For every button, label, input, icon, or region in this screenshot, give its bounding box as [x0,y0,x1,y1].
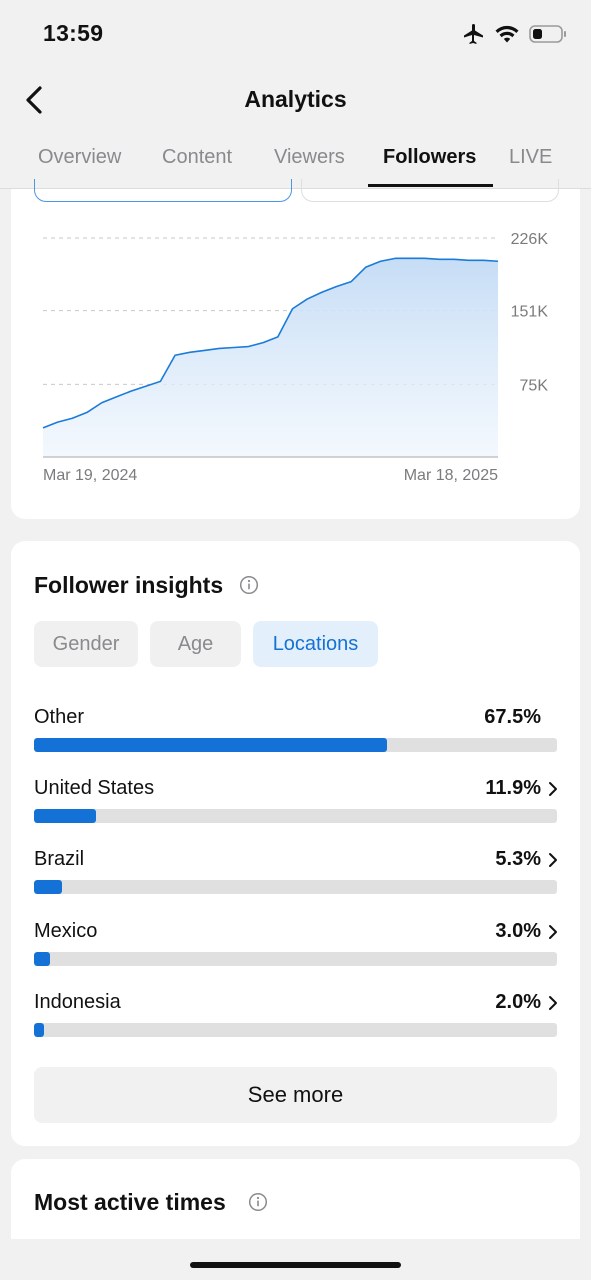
status-icons [461,22,567,46]
info-icon[interactable] [239,575,259,595]
location-name: Mexico [34,920,98,942]
filter-age[interactable]: Age [150,621,241,667]
page-title: Analytics [244,86,347,112]
location-row[interactable]: Brazil 5.3% [34,848,557,908]
location-row[interactable]: United States 11.9% [34,777,557,837]
location-name: Other [34,706,85,728]
status-bar: 13:59 [0,0,591,70]
chart-metric-button[interactable] [301,179,559,202]
filter-locations[interactable]: Locations [253,621,378,667]
header: Analytics [0,70,591,130]
location-bar-track [34,952,557,966]
location-percent: 5.3% [495,848,541,870]
back-arrow-icon[interactable] [18,82,54,118]
location-bar-fill [34,1023,45,1037]
wifi-icon [495,25,519,43]
location-name: United States [34,777,155,799]
active-tab-indicator [368,184,493,187]
y-tick-label: 226K [511,231,549,248]
battery-icon [529,25,566,43]
x-label-start: Mar 19, 2024 [43,467,137,484]
location-bar-fill [34,738,388,752]
filter-gender[interactable]: Gender [34,621,138,667]
location-bar-track [34,1023,557,1037]
tab-followers[interactable]: Followers [383,146,477,168]
chevron-right-icon[interactable] [547,923,559,941]
most-active-times-card: Most active times [11,1159,580,1239]
tab-viewers[interactable]: Viewers [274,146,345,168]
follower-insights-title: Follower insights [34,572,224,598]
location-bar-fill [34,952,50,966]
location-row[interactable]: Indonesia 2.0% [34,991,557,1051]
tab-live[interactable]: LIVE [509,146,553,168]
location-row: Other 67.5% [34,706,557,766]
follower-insights-card: Follower insights Gender Age Locations O… [11,541,580,1146]
chevron-right-icon[interactable] [547,851,559,869]
chart-area [43,258,498,457]
location-row[interactable]: Mexico 3.0% [34,920,557,980]
follower-growth-card: 226K 151K 75K Mar 19, 2024 Mar 18, 2025 [11,179,580,519]
location-name: Brazil [34,848,85,870]
airplane-icon [464,24,483,44]
location-name: Indonesia [34,991,121,1013]
most-active-times-title: Most active times [34,1189,226,1215]
chart-metric-button-selected[interactable] [34,179,292,202]
home-indicator[interactable] [190,1262,401,1268]
location-bar-fill [34,880,62,894]
chart-line [42,257,499,429]
location-bar-track [34,738,557,752]
tab-overview[interactable]: Overview [38,146,122,168]
chevron-right-icon[interactable] [547,994,559,1012]
location-percent: 2.0% [495,991,541,1013]
y-tick-label: 151K [511,304,549,321]
tab-bar: Overview Content Viewers Followers LIVE [0,130,591,188]
location-percent: 11.9% [485,777,541,799]
follower-chart: 226K 151K 75K Mar 19, 2024 Mar 18, 2025 [42,231,549,484]
x-label-end: Mar 18, 2025 [404,467,498,484]
tab-content[interactable]: Content [162,146,233,168]
location-bar-track [34,880,557,894]
status-time: 13:59 [43,20,104,46]
chevron-right-icon[interactable] [547,780,559,798]
see-more-button[interactable]: See more [34,1067,557,1123]
y-tick-label: 75K [520,377,549,394]
location-bar-track [34,809,557,823]
info-icon[interactable] [248,1192,268,1212]
location-percent: 3.0% [495,920,541,942]
location-bar-fill [34,809,97,823]
tabs-divider [0,188,591,189]
location-percent: 67.5% [484,706,541,728]
